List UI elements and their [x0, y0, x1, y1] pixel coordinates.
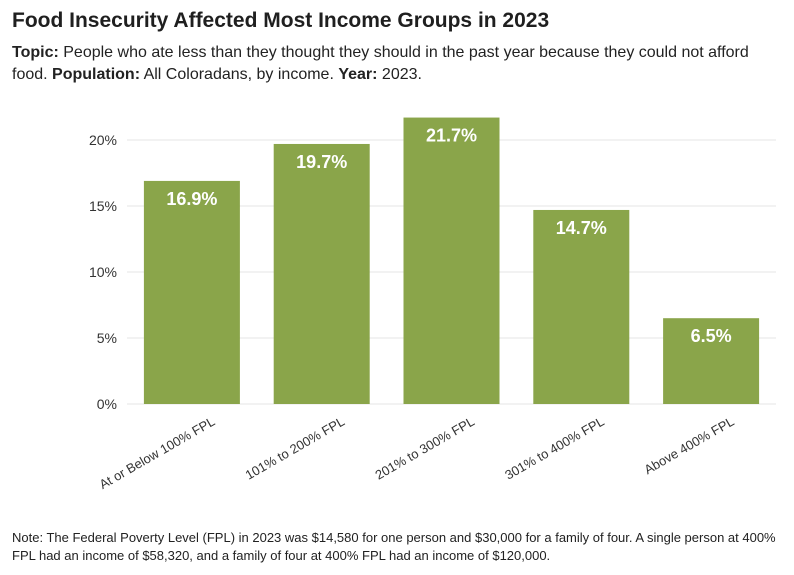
y-tick-label: 5% [97, 330, 117, 346]
y-tick-label: 0% [97, 396, 117, 412]
x-tick-label: 301% to 400% FPL [502, 414, 607, 483]
bar [533, 209, 630, 404]
bar-chart: 0% 5% 10% 15% 20% 16.9% 19.7% 21.7% 14.7% 6.5% A… [89, 117, 776, 492]
bar [403, 117, 500, 404]
y-tick-label: 20% [89, 132, 117, 148]
population-text: All Coloradans, by income. [140, 66, 339, 83]
bar-data-label: 19.7% [296, 152, 347, 172]
bar-data-label: 16.9% [166, 189, 217, 209]
y-axis: 0% 5% 10% 15% 20% [89, 132, 117, 412]
year-label: Year: [338, 66, 378, 83]
footnote: Note: The Federal Poverty Level (FPL) in… [12, 530, 776, 563]
population-label: Population: [52, 66, 141, 83]
y-tick-label: 15% [89, 198, 117, 214]
x-tick-label: 201% to 300% FPL [372, 414, 477, 483]
topic-label: Topic: [12, 44, 59, 61]
y-tick-label: 10% [89, 264, 117, 280]
bar [143, 180, 240, 404]
bars: 16.9% 19.7% 21.7% 14.7% 6.5% [143, 117, 760, 404]
bar [273, 143, 370, 404]
bar-data-label: 6.5% [691, 326, 732, 346]
bar-data-label: 14.7% [556, 218, 607, 238]
bar-data-label: 21.7% [426, 126, 477, 146]
year-text: 2023. [377, 66, 422, 83]
chart-title: Food Insecurity Affected Most Income Gro… [12, 9, 550, 32]
x-axis: At or Below 100% FPL 101% to 200% FPL 201%… [97, 414, 737, 492]
chart-subtitle: Topic: People who ate less than they tho… [12, 42, 782, 86]
x-tick-label: Above 400% FPL [641, 414, 736, 478]
x-tick-label: 101% to 200% FPL [243, 414, 348, 483]
bar [663, 318, 760, 404]
x-tick-label: At or Below 100% FPL [97, 414, 218, 492]
topic-text: People who ate less than they thought th… [12, 44, 749, 83]
